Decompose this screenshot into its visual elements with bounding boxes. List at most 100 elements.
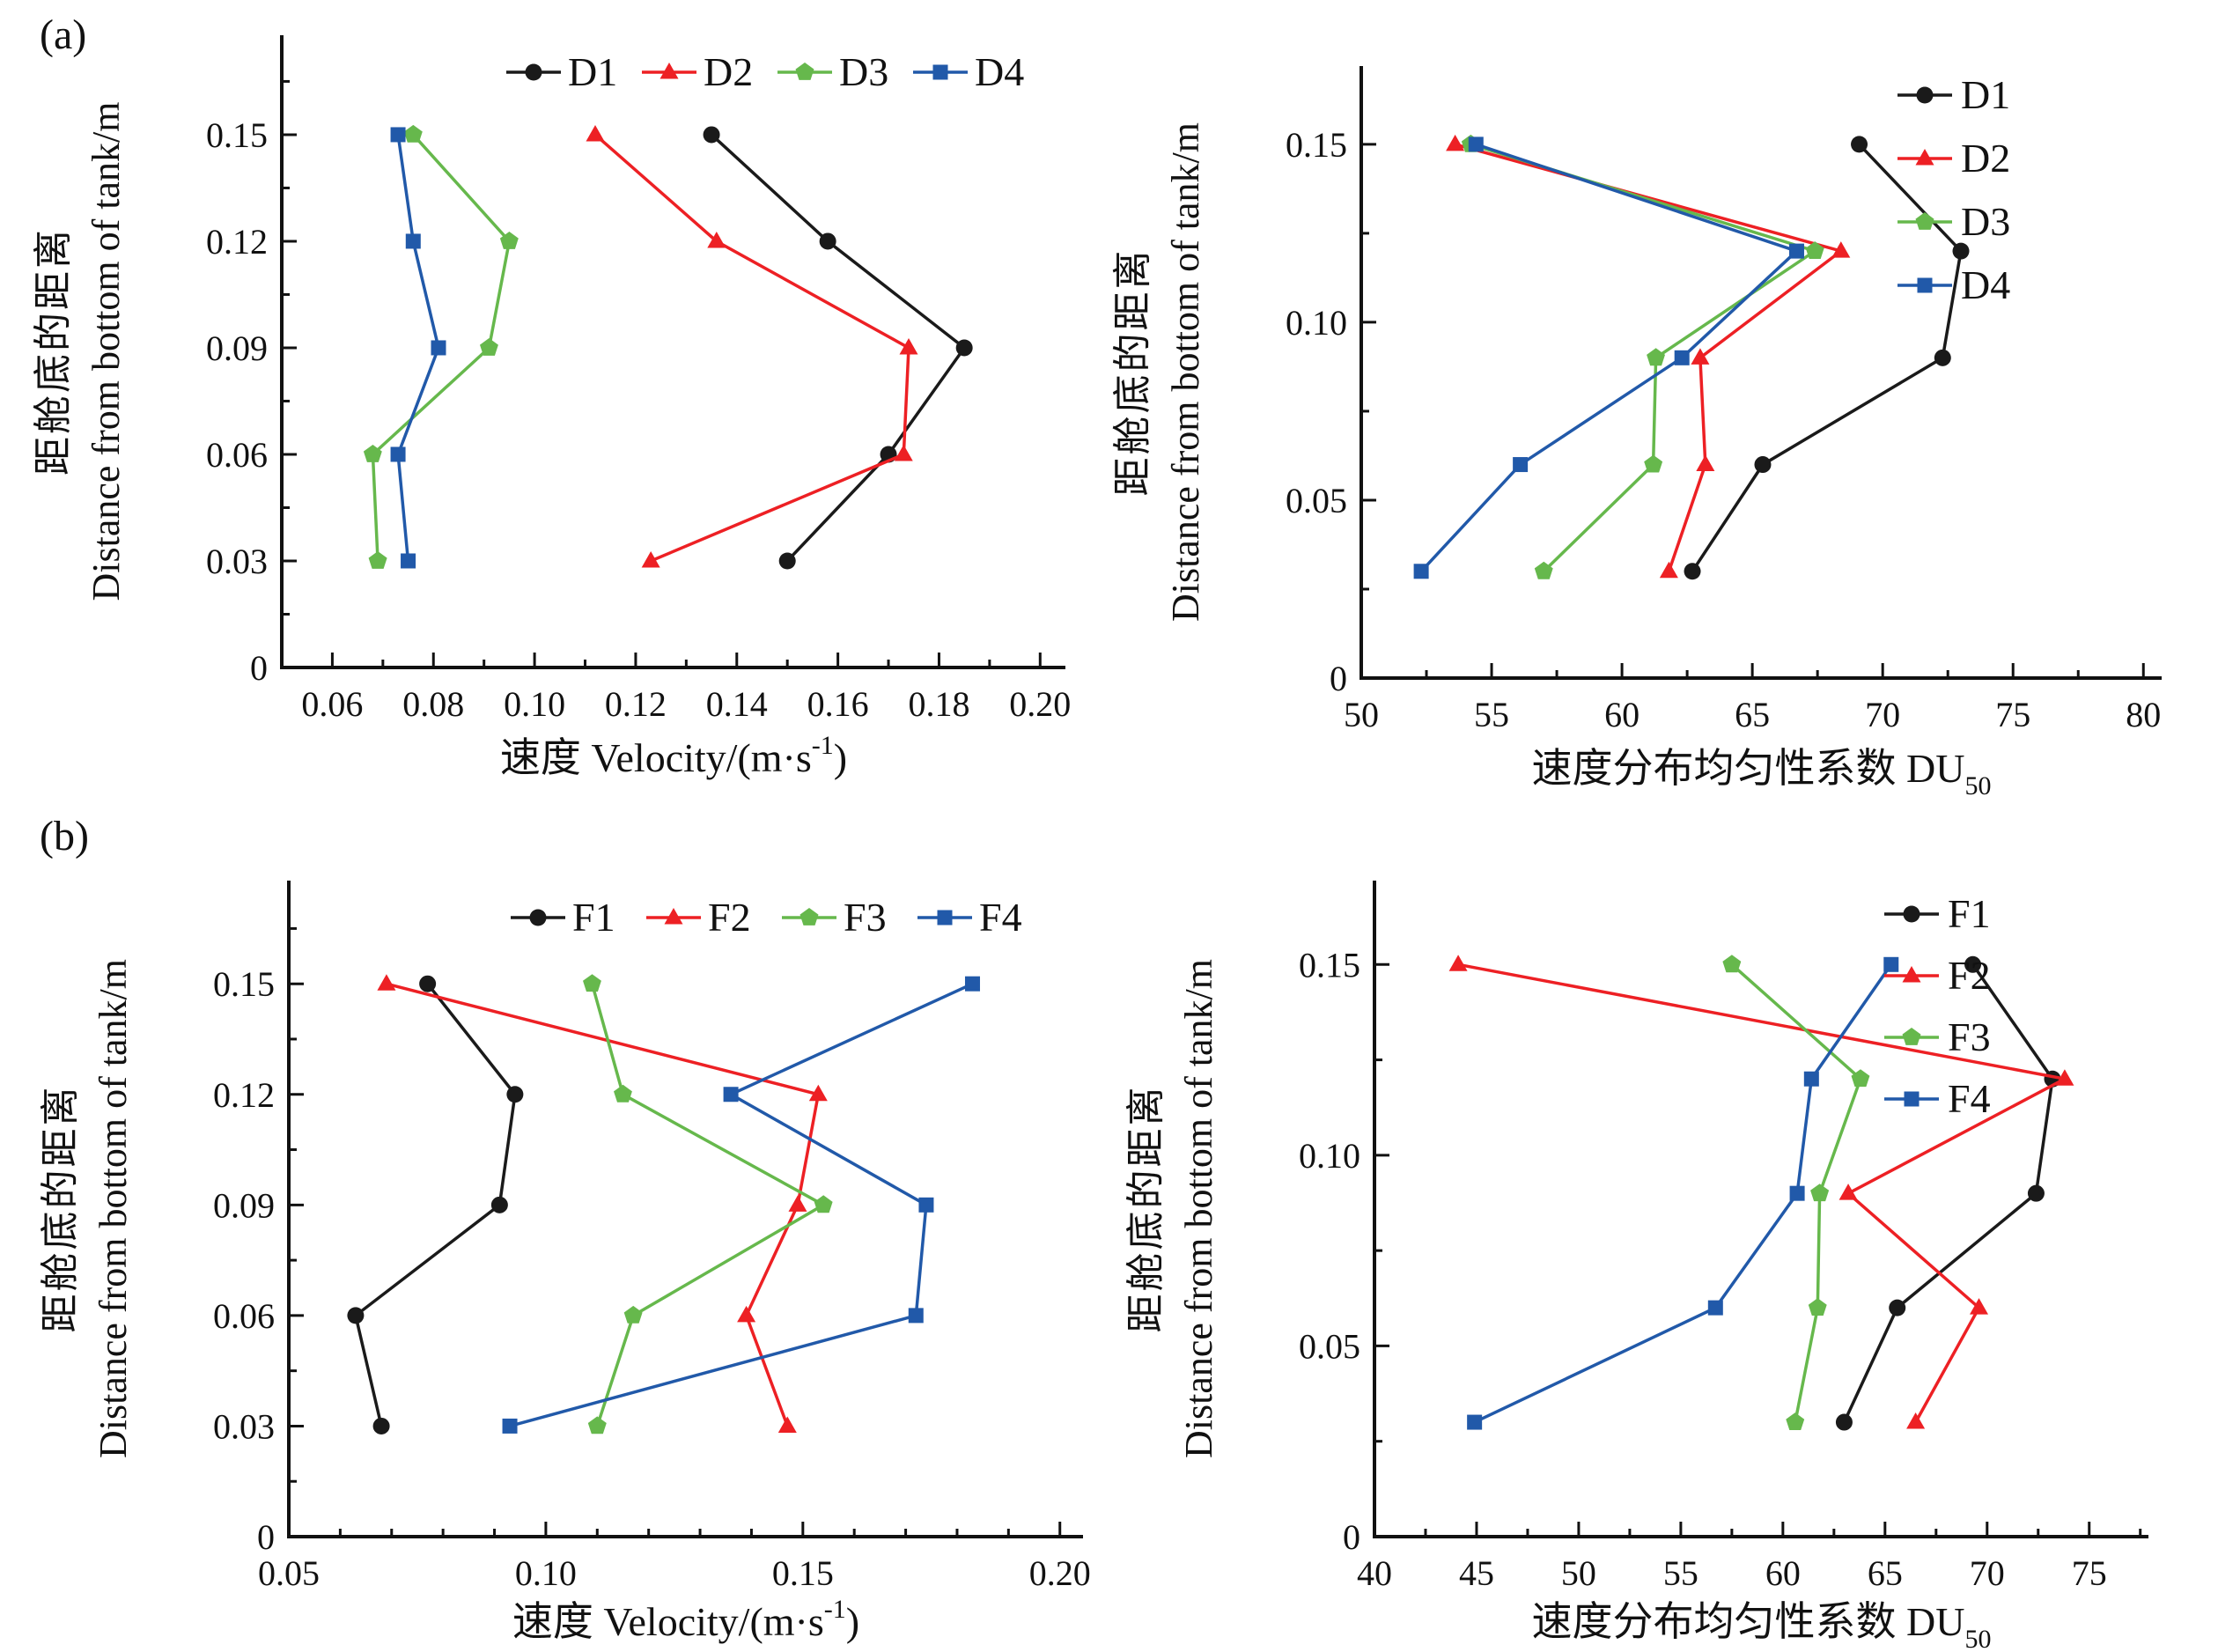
y-axis-title-zh: 距舱底的距离 (39, 1085, 82, 1333)
y-tick-label: 0.15 (1299, 945, 1360, 985)
panel-label-a: (a) (40, 11, 87, 58)
series-D4 (1413, 136, 1804, 579)
x-axis-title: 速度分布均匀性系数 DU50 (1532, 746, 1992, 800)
y-axis-title-zh: 距舱底的距离 (32, 227, 75, 476)
x-tick-label: 70 (1970, 1553, 2005, 1593)
series-D4 (390, 127, 446, 569)
y-tick-label: 0.10 (1286, 303, 1347, 343)
legend-a-right: D1 D2 D3 D4 (1897, 72, 2010, 307)
x-tick-label: 55 (1474, 695, 1509, 734)
y-tick-label: 0 (1343, 1517, 1360, 1557)
x-tick-label: 0.15 (772, 1553, 834, 1593)
x-tick-label: 0.06 (301, 684, 363, 724)
legend-b-left: F1 F2 F3 F4 (511, 895, 1022, 940)
legend-label: F2 (708, 895, 751, 940)
series-D2 (1446, 134, 1851, 579)
x-tick-label: 0.14 (706, 684, 768, 724)
x-tick-label: 55 (1663, 1553, 1699, 1593)
y-tick-label: 0.12 (206, 222, 268, 262)
y-axis-title-en: Distance from bottom of tank/m (85, 102, 128, 601)
legend-label: D1 (1961, 72, 2010, 117)
series-D3 (1461, 134, 1824, 579)
legend-label: F2 (1948, 953, 1991, 998)
x-tick-label: 0.12 (605, 684, 667, 724)
y-tick-label: 0.10 (1299, 1136, 1360, 1176)
legend-label: F1 (1948, 891, 1991, 936)
series-F2 (377, 974, 828, 1433)
legend-label: F4 (979, 895, 1022, 940)
y-tick-label: 0.15 (1286, 125, 1347, 165)
legend-label: F4 (1948, 1076, 1991, 1121)
legend-label: D2 (1961, 136, 2010, 181)
x-tick-label: 50 (1344, 695, 1379, 734)
x-axis-title: 速度分布均匀性系数 DU50 (1532, 1599, 1992, 1652)
chart-b-right-du50: 40 45 50 55 60 65 70 75 0 0.05 0.10 0.15 F1 F2 F3 F4 速度分… (1124, 881, 2148, 1652)
y-tick-label: 0.05 (1286, 481, 1347, 520)
panel-label-b: (b) (40, 813, 89, 859)
y-tick-label: 0.15 (213, 964, 275, 1004)
series-D1 (703, 126, 973, 570)
x-tick-label: 0.20 (1029, 1553, 1091, 1593)
axes-b-right: 40 45 50 55 60 65 70 75 0 0.05 0.10 0.15 (1299, 881, 2148, 1593)
y-tick-label: 0 (250, 648, 268, 688)
legend-label: D4 (1961, 262, 2010, 307)
x-tick-label: 60 (1765, 1553, 1801, 1593)
series-F1 (347, 975, 524, 1434)
series-F3 (1722, 955, 1870, 1430)
axes-b-left: 0.05 0.10 0.15 0.20 0 0.03 0.06 0.09 0.12 0.15 (213, 881, 1091, 1593)
x-tick-label: 0.20 (1009, 684, 1071, 724)
legend-b-right: F1 F2 F3 F4 (1884, 891, 1991, 1121)
y-tick-label: 0.15 (206, 115, 268, 155)
y-axis-title-zh: 距舱底的距离 (1111, 248, 1154, 497)
y-tick-label: 0.09 (213, 1185, 275, 1225)
x-tick-label: 0.10 (515, 1553, 577, 1593)
y-tick-label: 0.09 (206, 328, 268, 368)
legend-label: D3 (839, 49, 888, 94)
legend-label: D1 (568, 49, 617, 94)
x-tick-label: 80 (2126, 695, 2161, 734)
legend-label: D3 (1961, 199, 2010, 244)
x-tick-label: 0.16 (807, 684, 869, 724)
x-tick-label: 50 (1561, 1553, 1596, 1593)
x-tick-label: 75 (2072, 1553, 2107, 1593)
chart-a-right-du50: 50 55 60 65 70 75 80 0 0.05 0.10 0.15 D1 D2 D3 D4 速度分布均… (1111, 66, 2162, 800)
x-tick-label: 65 (1868, 1553, 1903, 1593)
x-axis-title: 速度 Velocity/(m·s-1) (500, 731, 847, 780)
y-tick-label: 0.12 (213, 1075, 275, 1115)
y-tick-label: 0 (257, 1517, 275, 1557)
y-tick-label: 0.05 (1299, 1326, 1360, 1366)
legend-label: F3 (844, 895, 887, 940)
x-tick-label: 60 (1604, 695, 1640, 734)
series-D3 (363, 124, 519, 569)
axes-a-left: 0.06 0.08 0.10 0.12 0.14 0.16 0.18 0.20 0 0.03 0.0… (206, 35, 1071, 724)
x-tick-label: 0.05 (258, 1553, 320, 1593)
legend-label: F1 (572, 895, 615, 940)
x-axis-title: 速度 Velocity/(m·s-1) (512, 1595, 859, 1644)
y-tick-label: 0 (1330, 659, 1347, 698)
x-tick-label: 0.10 (504, 684, 565, 724)
legend-a-left: D1 D2 D3 D4 (506, 49, 1024, 94)
y-axis-title-zh: 距舱底的距离 (1124, 1085, 1168, 1333)
series-D1 (1684, 136, 1970, 580)
axes-a-right: 50 55 60 65 70 75 80 0 0.05 0.10 0.15 (1286, 66, 2162, 734)
legend-label: D2 (704, 49, 753, 94)
y-tick-label: 0.03 (213, 1406, 275, 1446)
series-F4 (1467, 956, 1899, 1430)
x-tick-label: 70 (1865, 695, 1900, 734)
chart-a-left-velocity: 0.06 0.08 0.10 0.12 0.14 0.16 0.18 0.20 0 0.03 0.0… (32, 35, 1071, 780)
y-tick-label: 0.06 (213, 1296, 275, 1336)
x-tick-label: 40 (1357, 1553, 1392, 1593)
x-tick-label: 0.08 (402, 684, 464, 724)
series-D2 (586, 124, 918, 568)
legend-label: D4 (975, 49, 1024, 94)
x-tick-label: 0.18 (908, 684, 969, 724)
series-F1 (1835, 955, 2061, 1431)
legend-label: F3 (1948, 1014, 1991, 1059)
y-tick-label: 0.03 (206, 542, 268, 581)
series-F4 (502, 976, 980, 1434)
x-tick-label: 65 (1735, 695, 1770, 734)
y-tick-label: 0.06 (206, 435, 268, 475)
series-F3 (583, 974, 833, 1434)
